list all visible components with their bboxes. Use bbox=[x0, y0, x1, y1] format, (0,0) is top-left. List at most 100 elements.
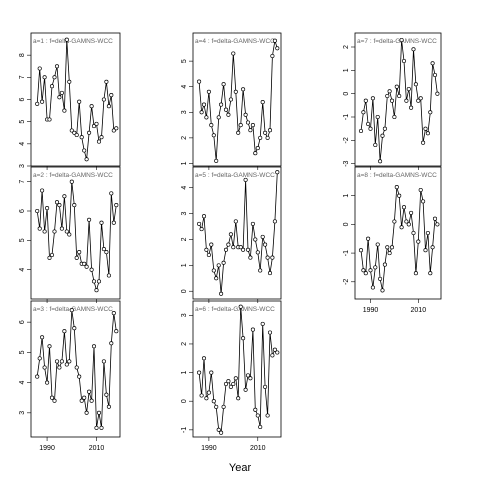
data-point bbox=[432, 72, 438, 78]
data-point bbox=[211, 399, 216, 404]
data-point bbox=[106, 273, 111, 278]
panel-7: a=7 : f=delta-GAMNS-WCC -3 -2 -1 0 1 2 bbox=[343, 32, 442, 170]
data-point bbox=[87, 217, 92, 222]
data-point bbox=[435, 91, 440, 96]
data-point bbox=[373, 142, 378, 148]
data-point bbox=[248, 376, 253, 381]
data-point bbox=[57, 203, 62, 208]
data-point bbox=[263, 242, 268, 247]
data-point bbox=[201, 356, 207, 361]
data-point bbox=[425, 131, 430, 136]
data-point bbox=[67, 79, 72, 84]
data-point bbox=[253, 237, 258, 242]
data-point bbox=[378, 159, 383, 164]
data-point bbox=[67, 232, 72, 237]
data-point bbox=[399, 225, 404, 230]
data-point bbox=[401, 205, 407, 210]
y-tick-label: -1 bbox=[343, 114, 350, 120]
panel-frame bbox=[354, 32, 442, 167]
data-point bbox=[368, 126, 373, 131]
data-point bbox=[40, 335, 45, 340]
data-point bbox=[74, 365, 79, 370]
data-point bbox=[47, 117, 52, 122]
panel-frame bbox=[354, 166, 442, 300]
data-point bbox=[199, 227, 204, 232]
data-point bbox=[106, 404, 111, 409]
panel-title: a=2 : f=delta-GAMNS-WCC bbox=[33, 172, 113, 179]
data-point bbox=[361, 268, 366, 273]
data-point bbox=[52, 75, 57, 80]
data-point bbox=[253, 407, 258, 412]
data-point bbox=[243, 177, 248, 182]
series-line bbox=[360, 39, 438, 162]
y-tick-label: 1 bbox=[343, 68, 350, 72]
y-tick-label: 6 bbox=[19, 97, 26, 101]
data-point bbox=[197, 79, 202, 84]
x-axis-label: Year bbox=[229, 462, 252, 474]
data-point bbox=[260, 234, 265, 239]
data-point bbox=[228, 232, 233, 237]
panel-frame bbox=[30, 32, 121, 167]
data-point bbox=[211, 133, 216, 138]
data-point bbox=[209, 242, 214, 247]
data-point bbox=[258, 135, 263, 140]
data-point bbox=[233, 376, 238, 381]
data-point bbox=[221, 404, 226, 409]
data-point bbox=[40, 99, 45, 104]
data-point bbox=[221, 82, 226, 87]
data-point bbox=[241, 87, 246, 92]
data-point bbox=[49, 84, 55, 89]
y-tick-label: 2 bbox=[181, 237, 188, 241]
data-point bbox=[270, 255, 275, 260]
y-tick-label: 5 bbox=[19, 120, 26, 124]
data-point bbox=[59, 359, 64, 364]
data-point bbox=[84, 410, 89, 415]
y-tick-label: -3 bbox=[343, 160, 350, 166]
data-point bbox=[228, 97, 233, 102]
data-point bbox=[404, 98, 409, 103]
data-point bbox=[74, 255, 79, 260]
data-point bbox=[72, 326, 77, 331]
data-point bbox=[104, 392, 109, 397]
panel-title: a=8 : f=delta-GAMNS-WCC bbox=[357, 172, 437, 179]
y-tick-label: 1 bbox=[343, 194, 350, 198]
data-point bbox=[363, 98, 368, 103]
data-point bbox=[77, 99, 82, 104]
series-line bbox=[36, 181, 117, 292]
panel-frame bbox=[30, 300, 121, 438]
data-point bbox=[94, 425, 99, 430]
panel-title: a=5 : f=delta-GAMNS-WCC bbox=[195, 172, 275, 179]
data-point bbox=[245, 120, 251, 125]
data-point bbox=[406, 222, 411, 227]
data-point bbox=[265, 135, 270, 140]
data-point bbox=[250, 123, 255, 128]
data-point bbox=[77, 374, 82, 379]
data-point bbox=[206, 390, 211, 395]
data-point bbox=[250, 221, 255, 226]
data-point bbox=[418, 187, 423, 193]
data-point bbox=[216, 263, 221, 268]
panel-6: a=6 : f=delta-GAMNS-WCC -1 0 1 2 3 1990 2010 bbox=[181, 300, 282, 452]
data-point bbox=[267, 271, 273, 276]
data-point bbox=[67, 359, 72, 364]
data-point bbox=[260, 100, 265, 105]
data-point bbox=[101, 97, 106, 102]
y-tick-label: 5 bbox=[19, 238, 26, 242]
x-tick-label: 2010 bbox=[250, 445, 266, 452]
data-point bbox=[79, 398, 84, 403]
y-tick-label: 3 bbox=[19, 411, 26, 415]
data-point bbox=[231, 245, 236, 250]
data-point bbox=[226, 242, 231, 247]
data-point bbox=[373, 265, 378, 270]
y-tick-label: 0 bbox=[343, 92, 350, 96]
data-point bbox=[109, 341, 114, 346]
data-point bbox=[275, 46, 280, 51]
data-point bbox=[99, 425, 104, 430]
data-point bbox=[223, 381, 229, 387]
panel-title: a=6 : f=delta-GAMNS-WCC bbox=[195, 306, 275, 313]
data-point bbox=[385, 93, 390, 99]
data-point bbox=[37, 66, 42, 71]
data-point bbox=[358, 248, 364, 253]
data-point bbox=[380, 133, 385, 138]
